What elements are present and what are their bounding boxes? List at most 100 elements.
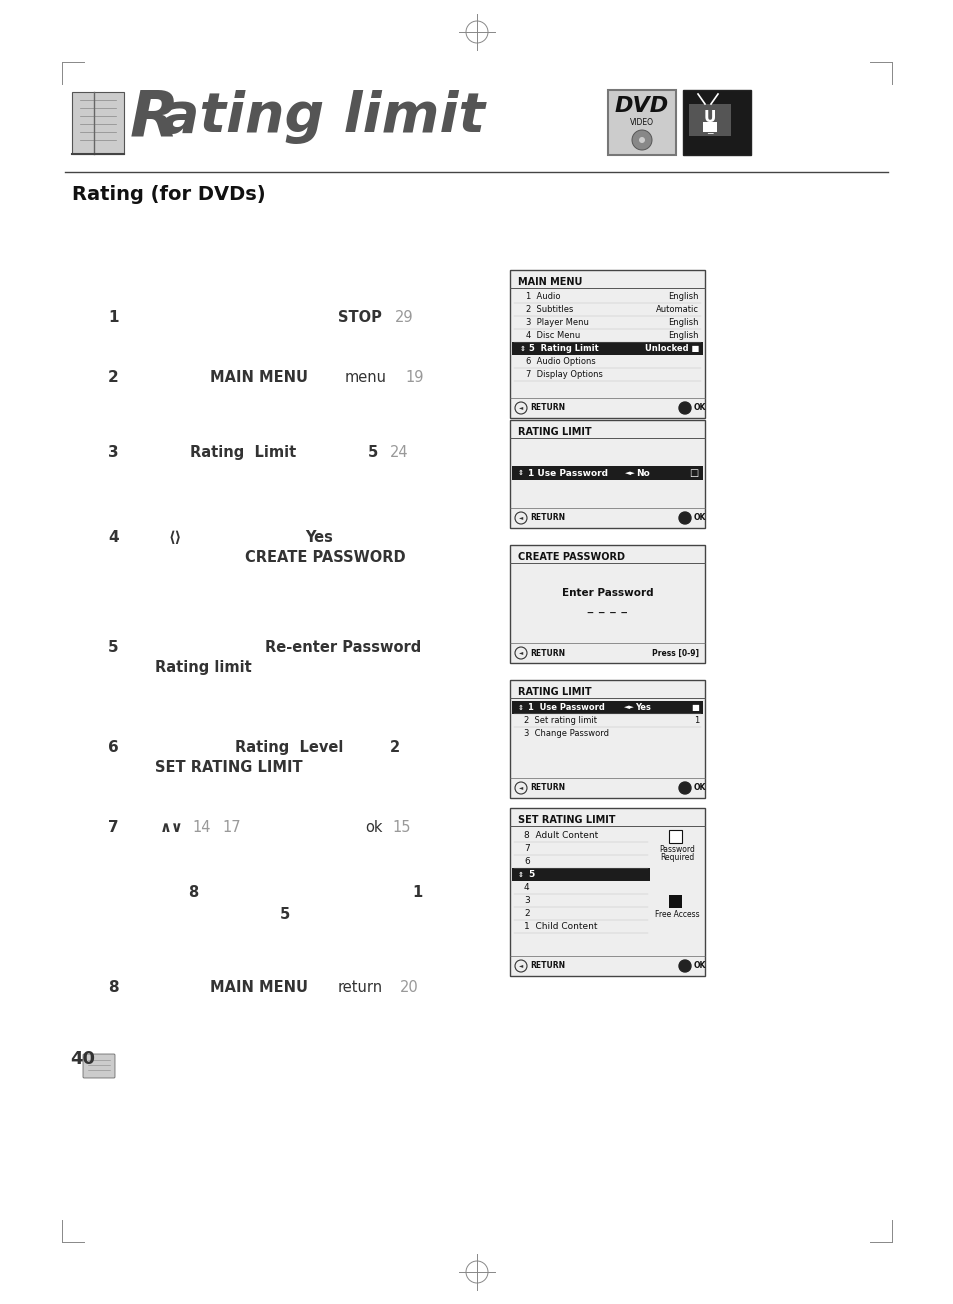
Text: English: English xyxy=(668,331,699,340)
FancyBboxPatch shape xyxy=(510,270,704,419)
Text: □: □ xyxy=(688,468,698,479)
Text: MAIN MENU: MAIN MENU xyxy=(517,276,581,287)
Text: ◄: ◄ xyxy=(518,651,522,656)
FancyBboxPatch shape xyxy=(512,342,702,355)
Text: No: No xyxy=(636,468,649,477)
Text: 5: 5 xyxy=(527,870,534,879)
Text: menu: menu xyxy=(345,370,387,385)
Text: 5  Rating Limit: 5 Rating Limit xyxy=(529,344,598,353)
Text: 4: 4 xyxy=(523,883,529,892)
Text: – – – –: – – – – xyxy=(587,606,627,619)
Text: RETURN: RETURN xyxy=(530,403,564,412)
Text: RATING LIMIT: RATING LIMIT xyxy=(517,426,591,437)
Text: 15: 15 xyxy=(392,820,410,835)
FancyBboxPatch shape xyxy=(510,545,704,662)
Circle shape xyxy=(639,137,644,143)
FancyBboxPatch shape xyxy=(702,123,717,132)
FancyBboxPatch shape xyxy=(682,90,750,155)
Text: 17: 17 xyxy=(222,820,240,835)
Circle shape xyxy=(679,782,690,794)
Text: RETURN: RETURN xyxy=(530,961,564,970)
Text: ating limit: ating limit xyxy=(162,90,484,143)
Text: Required: Required xyxy=(659,853,694,862)
Text: 2: 2 xyxy=(390,739,399,755)
Text: _: _ xyxy=(706,124,712,134)
Text: return: return xyxy=(337,981,383,995)
Text: 7: 7 xyxy=(108,820,118,835)
Text: Unlocked ■: Unlocked ■ xyxy=(644,344,699,353)
Text: OK: OK xyxy=(693,403,705,412)
FancyBboxPatch shape xyxy=(512,466,702,480)
Text: ■: ■ xyxy=(690,703,699,712)
Text: 4: 4 xyxy=(108,529,118,545)
Text: 1  Audio: 1 Audio xyxy=(525,292,560,301)
Text: 20: 20 xyxy=(399,981,418,995)
Text: Free Access: Free Access xyxy=(654,910,699,919)
FancyBboxPatch shape xyxy=(510,420,704,528)
Text: RETURN: RETURN xyxy=(530,784,564,793)
Text: Rating (for DVDs): Rating (for DVDs) xyxy=(71,185,265,203)
Text: 5: 5 xyxy=(280,908,290,922)
FancyBboxPatch shape xyxy=(688,104,730,136)
Text: 1 Use Password: 1 Use Password xyxy=(527,468,607,477)
Text: OK: OK xyxy=(693,514,705,523)
Text: Enter Password: Enter Password xyxy=(561,588,653,599)
FancyBboxPatch shape xyxy=(512,868,649,882)
Text: MAIN MENU: MAIN MENU xyxy=(210,370,308,385)
FancyBboxPatch shape xyxy=(668,831,681,842)
Text: Rating  Level: Rating Level xyxy=(234,739,343,755)
Text: Press [0-9]: Press [0-9] xyxy=(651,648,699,657)
Text: 2  Set rating limit: 2 Set rating limit xyxy=(523,716,597,725)
Text: ◄: ◄ xyxy=(518,515,522,520)
Text: RETURN: RETURN xyxy=(530,514,564,523)
FancyBboxPatch shape xyxy=(512,702,702,715)
Text: Rating limit: Rating limit xyxy=(154,660,252,675)
Text: R: R xyxy=(130,87,179,150)
Text: Password: Password xyxy=(659,845,694,854)
Text: English: English xyxy=(668,318,699,327)
Circle shape xyxy=(631,130,651,150)
Text: 2  Subtitles: 2 Subtitles xyxy=(525,305,573,314)
Text: English: English xyxy=(668,292,699,301)
Text: 3: 3 xyxy=(523,896,529,905)
Text: 8: 8 xyxy=(188,885,198,900)
Text: 4  Disc Menu: 4 Disc Menu xyxy=(525,331,579,340)
FancyBboxPatch shape xyxy=(83,1054,115,1078)
Text: ◄: ◄ xyxy=(518,785,522,790)
Text: STOP: STOP xyxy=(337,310,381,325)
Text: SET RATING LIMIT: SET RATING LIMIT xyxy=(154,760,302,775)
Text: MAIN MENU: MAIN MENU xyxy=(210,981,308,995)
Text: Re-enter Password: Re-enter Password xyxy=(265,640,421,655)
Text: ◄: ◄ xyxy=(518,406,522,411)
FancyBboxPatch shape xyxy=(510,679,704,798)
Text: 2: 2 xyxy=(108,370,118,385)
Circle shape xyxy=(679,402,690,413)
Text: 3  Change Password: 3 Change Password xyxy=(523,729,608,738)
Text: 5: 5 xyxy=(368,445,377,460)
Text: 8: 8 xyxy=(108,981,118,995)
Text: 7  Display Options: 7 Display Options xyxy=(525,370,602,379)
Text: VIDEO: VIDEO xyxy=(629,117,654,126)
FancyBboxPatch shape xyxy=(510,808,704,975)
Circle shape xyxy=(679,960,690,971)
Text: RETURN: RETURN xyxy=(530,648,564,657)
Text: ∧∨: ∧∨ xyxy=(160,820,184,835)
Text: 1: 1 xyxy=(108,310,118,325)
Text: ◄►: ◄► xyxy=(623,704,634,711)
Text: 1  Use Password: 1 Use Password xyxy=(527,703,604,712)
Text: ⇕: ⇕ xyxy=(517,469,523,476)
Text: 6: 6 xyxy=(108,739,118,755)
Text: 3: 3 xyxy=(108,445,118,460)
Text: 29: 29 xyxy=(395,310,414,325)
Text: 6  Audio Options: 6 Audio Options xyxy=(525,357,595,366)
Circle shape xyxy=(679,512,690,524)
Text: ◄►: ◄► xyxy=(624,469,635,476)
Text: 6: 6 xyxy=(523,857,529,866)
Text: ⇕: ⇕ xyxy=(517,871,523,878)
Text: 1: 1 xyxy=(693,716,699,725)
Text: ⇕: ⇕ xyxy=(517,704,523,711)
FancyBboxPatch shape xyxy=(668,895,681,908)
Text: 1: 1 xyxy=(412,885,422,900)
Text: ⟨⟩: ⟨⟩ xyxy=(168,529,181,545)
Text: Automatic: Automatic xyxy=(656,305,699,314)
